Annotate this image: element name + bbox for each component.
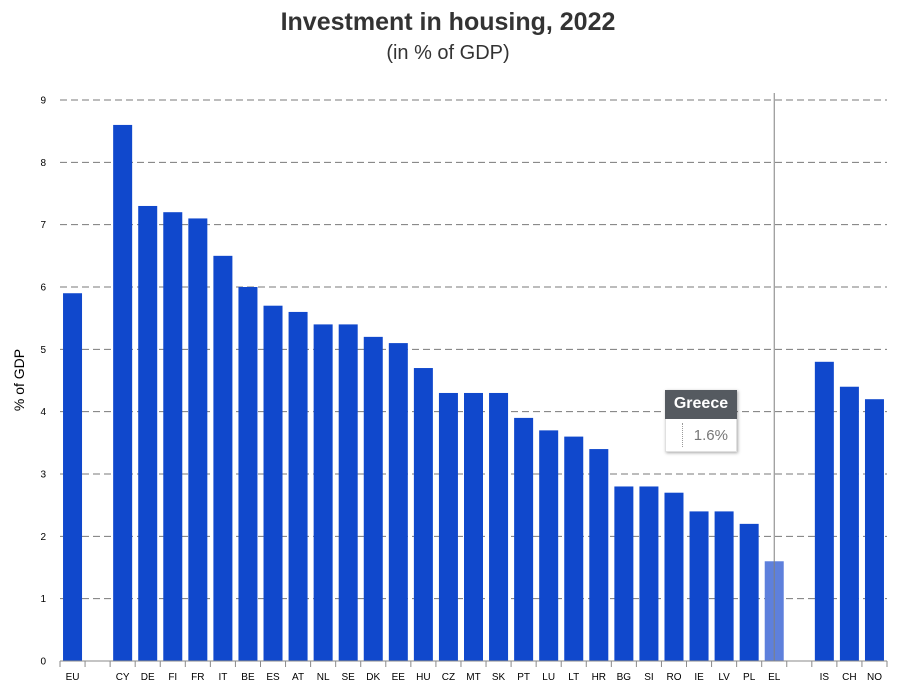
x-tick-label: FI xyxy=(168,672,177,683)
y-axis-ticks: 0 1 2 3 4 5 6 7 8 9 xyxy=(40,96,46,668)
x-tick-label: ES xyxy=(266,672,280,683)
bar-pt[interactable] xyxy=(514,417,534,661)
x-tick-label: IT xyxy=(218,672,227,683)
y-tick-label: 4 xyxy=(40,407,46,418)
bar-lv[interactable] xyxy=(714,511,734,661)
x-tick-label: IS xyxy=(820,672,830,683)
bar-fi[interactable] xyxy=(163,212,183,661)
y-tick-label: 6 xyxy=(40,283,46,294)
x-tick-label: DK xyxy=(366,672,380,683)
tooltip-body: 1.6% xyxy=(665,419,737,452)
y-tick-label: 9 xyxy=(40,96,46,107)
bar-si[interactable] xyxy=(639,486,659,661)
bar-ie[interactable] xyxy=(689,511,709,661)
bar-hu[interactable] xyxy=(413,368,433,661)
x-tick-label: PL xyxy=(743,672,756,683)
x-tick-label: CZ xyxy=(442,672,455,683)
bar-lu[interactable] xyxy=(539,430,559,661)
y-tick-label: 7 xyxy=(40,220,46,231)
bar-dk[interactable] xyxy=(363,336,383,661)
tooltip-country: Greece xyxy=(665,390,737,419)
bar-ch[interactable] xyxy=(839,386,859,661)
chart-title: Investment in housing, 2022 xyxy=(280,8,616,36)
x-tick-label: MT xyxy=(466,672,480,683)
x-tick-label: RO xyxy=(666,672,681,683)
bar-fr[interactable] xyxy=(188,218,208,661)
bar-eu[interactable] xyxy=(63,293,83,661)
y-tick-label: 2 xyxy=(40,532,46,543)
bar-is[interactable] xyxy=(814,361,834,661)
x-tick-label: AT xyxy=(292,672,304,683)
bar-lt[interactable] xyxy=(564,436,584,661)
x-tick-label: NL xyxy=(317,672,330,683)
x-tick-label: BG xyxy=(617,672,632,683)
x-tick-label: IE xyxy=(694,672,704,683)
x-tick-label: LV xyxy=(718,672,730,683)
bar-pl[interactable] xyxy=(739,523,759,661)
tooltip-separator xyxy=(682,423,683,447)
x-tick-label: FR xyxy=(191,672,204,683)
x-tick-label: DE xyxy=(141,672,155,683)
chart-subtitle: (in % of GDP) xyxy=(386,42,510,64)
bar-cz[interactable] xyxy=(438,392,458,661)
bar-ro[interactable] xyxy=(664,492,684,661)
bar-de[interactable] xyxy=(138,205,158,661)
x-tick-label: LT xyxy=(568,672,579,683)
x-tick-label: HR xyxy=(592,672,606,683)
bar-mt[interactable] xyxy=(464,392,483,661)
x-tick-label: HU xyxy=(416,672,430,683)
x-tick-label: EU xyxy=(66,672,80,683)
bar-hr[interactable] xyxy=(589,449,609,661)
x-tick-label: BE xyxy=(241,672,255,683)
x-tick-label: EE xyxy=(392,672,406,683)
bar-at[interactable] xyxy=(288,311,308,661)
bar-no[interactable] xyxy=(864,399,884,661)
x-tick-label: CH xyxy=(842,672,856,683)
x-tick-label: PT xyxy=(517,672,530,683)
bars xyxy=(63,124,884,662)
bar-se[interactable] xyxy=(338,324,358,661)
y-tick-label: 3 xyxy=(40,470,46,481)
y-tick-label: 1 xyxy=(40,594,46,605)
x-tick-label: EL xyxy=(768,672,781,683)
bar-it[interactable] xyxy=(213,255,233,662)
bar-bg[interactable] xyxy=(614,486,634,661)
tooltip: Greece 1.6% xyxy=(665,390,737,452)
y-tick-label: 0 xyxy=(40,657,46,668)
bar-cy[interactable] xyxy=(113,124,133,661)
x-tick-label: NO xyxy=(867,672,882,683)
x-tick-label: LU xyxy=(542,672,555,683)
bar-ee[interactable] xyxy=(388,343,408,661)
tooltip-value: 1.6% xyxy=(693,426,728,444)
y-axis-title: % of GDP xyxy=(11,349,27,411)
y-tick-label: 5 xyxy=(40,345,46,356)
bar-nl[interactable] xyxy=(313,324,333,661)
y-tick-label: 8 xyxy=(40,158,46,169)
bar-es[interactable] xyxy=(263,305,283,661)
x-tick-label: SE xyxy=(342,672,356,683)
x-tick-label: SI xyxy=(644,672,653,683)
x-axis-ticks: EU CY DE FI FR IT BE ES AT NL SE DK EE HU CZ MT SK PT LU LT… xyxy=(59,661,888,683)
bar-sk[interactable] xyxy=(489,392,509,661)
x-tick-label: CY xyxy=(116,672,130,683)
bar-be[interactable] xyxy=(238,287,258,661)
x-tick-label: SK xyxy=(492,672,506,683)
